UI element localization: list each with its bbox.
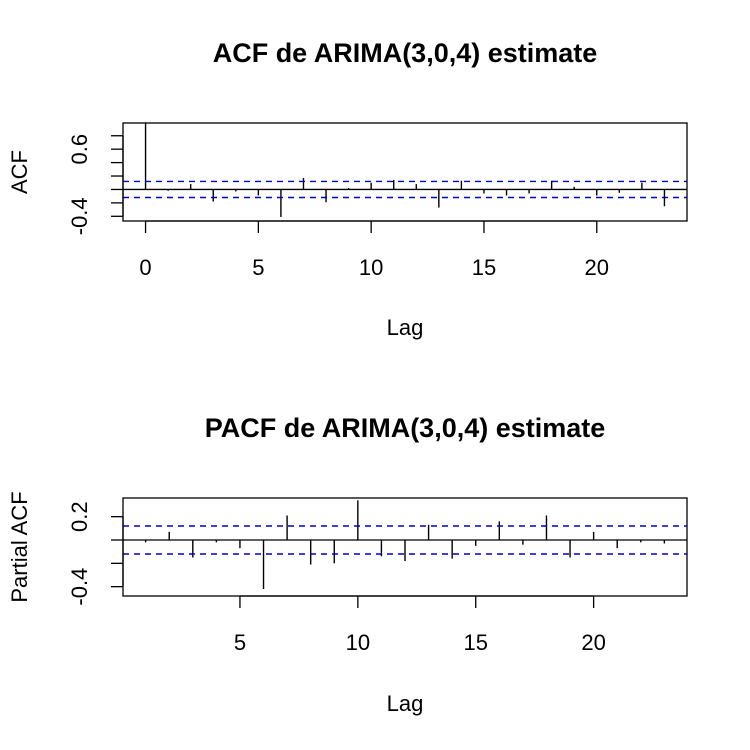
acf-x-tick-label-0: 0 bbox=[139, 255, 151, 280]
pacf-y-axis: -0.4 0.2 bbox=[67, 501, 124, 606]
acf-x-tick-label-15: 15 bbox=[472, 255, 496, 280]
pacf-spikes bbox=[123, 500, 687, 589]
pacf-x-tick-label-10: 10 bbox=[346, 630, 370, 655]
acf-y-tick-label: 0.6 bbox=[67, 134, 92, 165]
acf-plot-box bbox=[122, 122, 688, 222]
pacf-x-axis: 5 10 15 20 bbox=[234, 595, 606, 655]
acf-x-tick-label-10: 10 bbox=[359, 255, 383, 280]
pacf-x-tick-label-20: 20 bbox=[581, 630, 605, 655]
acf-spikes bbox=[123, 122, 687, 217]
acf-title: ACF de ARIMA(3,0,4) estimate bbox=[213, 38, 598, 68]
pacf-panel: PACF de ARIMA(3,0,4) estimate 5 10 15 20 -0… bbox=[7, 413, 688, 716]
acf-panel: ACF de ARIMA(3,0,4) estimate 0 5 10 15 20 -0… bbox=[7, 38, 688, 340]
pacf-y-axis-label: Partial ACF bbox=[7, 491, 32, 602]
pacf-x-tick-label-15: 15 bbox=[463, 630, 487, 655]
acf-x-tick-label-5: 5 bbox=[252, 255, 264, 280]
pacf-confidence-band bbox=[123, 525, 687, 555]
pacf-title: PACF de ARIMA(3,0,4) estimate bbox=[205, 413, 606, 443]
acf-y-axis: -0.4 0.6 bbox=[67, 134, 124, 235]
acf-x-axis: 0 5 10 15 20 bbox=[139, 220, 609, 280]
pacf-x-axis-label: Lag bbox=[387, 691, 424, 716]
acf-y-tick-label: -0.4 bbox=[67, 197, 92, 235]
acf-y-axis-label: ACF bbox=[7, 150, 32, 194]
acf-x-tick-label-20: 20 bbox=[585, 255, 609, 280]
pacf-x-tick-label-5: 5 bbox=[234, 630, 246, 655]
pacf-y-tick-label: 0.2 bbox=[67, 501, 92, 532]
acf-x-axis-label: Lag bbox=[387, 315, 424, 340]
pacf-y-tick-label: -0.4 bbox=[67, 568, 92, 606]
acf-confidence-band bbox=[123, 180, 687, 199]
